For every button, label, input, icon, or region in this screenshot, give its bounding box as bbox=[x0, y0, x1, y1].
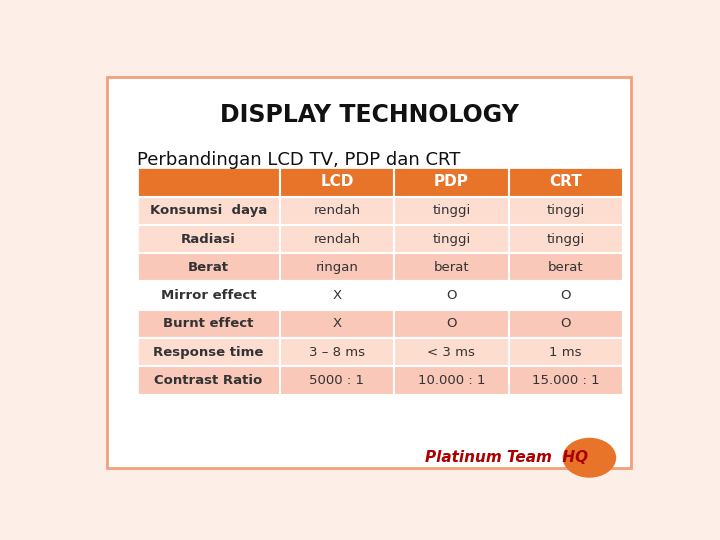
Bar bbox=[138, 366, 280, 395]
Text: Response time: Response time bbox=[153, 346, 264, 359]
Bar bbox=[138, 167, 623, 395]
Bar bbox=[508, 197, 623, 225]
Bar bbox=[280, 167, 394, 197]
Text: DISPLAY TECHNOLOGY: DISPLAY TECHNOLOGY bbox=[220, 103, 518, 127]
FancyBboxPatch shape bbox=[107, 77, 631, 468]
Text: CRT: CRT bbox=[549, 174, 582, 189]
Text: Mirror effect: Mirror effect bbox=[161, 289, 256, 302]
Bar bbox=[138, 253, 280, 281]
Text: tinggi: tinggi bbox=[432, 233, 470, 246]
Bar bbox=[394, 197, 508, 225]
Bar bbox=[280, 366, 394, 395]
Text: tinggi: tinggi bbox=[546, 204, 585, 217]
Bar bbox=[280, 310, 394, 338]
Bar bbox=[280, 197, 394, 225]
Text: Berat: Berat bbox=[188, 261, 229, 274]
Text: O: O bbox=[560, 289, 571, 302]
Bar bbox=[394, 310, 508, 338]
Bar bbox=[508, 225, 623, 253]
Bar bbox=[138, 197, 280, 225]
Text: rendah: rendah bbox=[313, 233, 361, 246]
Circle shape bbox=[562, 438, 616, 478]
Bar bbox=[280, 281, 394, 310]
Bar bbox=[138, 338, 280, 366]
Bar bbox=[508, 310, 623, 338]
Bar bbox=[508, 253, 623, 281]
Bar bbox=[394, 167, 508, 197]
Bar bbox=[280, 253, 394, 281]
Text: X: X bbox=[333, 289, 341, 302]
Text: 1 ms: 1 ms bbox=[549, 346, 582, 359]
Text: O: O bbox=[446, 318, 456, 330]
Text: Konsumsi  daya: Konsumsi daya bbox=[150, 204, 267, 217]
Text: LCD: LCD bbox=[320, 174, 354, 189]
Text: Burnt effect: Burnt effect bbox=[163, 318, 253, 330]
Bar bbox=[280, 225, 394, 253]
Text: PDP: PDP bbox=[434, 174, 469, 189]
Bar bbox=[508, 338, 623, 366]
Text: Contrast Ratio: Contrast Ratio bbox=[155, 374, 263, 387]
Text: tinggi: tinggi bbox=[432, 204, 470, 217]
Bar bbox=[394, 281, 508, 310]
Bar bbox=[508, 167, 623, 197]
Bar bbox=[280, 338, 394, 366]
Bar bbox=[508, 366, 623, 395]
Bar bbox=[138, 225, 280, 253]
Text: Perbandingan LCD TV, PDP dan CRT: Perbandingan LCD TV, PDP dan CRT bbox=[138, 151, 461, 170]
Bar bbox=[138, 310, 280, 338]
Text: ringan: ringan bbox=[315, 261, 359, 274]
Text: 3 – 8 ms: 3 – 8 ms bbox=[309, 346, 365, 359]
Bar bbox=[394, 366, 508, 395]
Text: 15.000 : 1: 15.000 : 1 bbox=[532, 374, 600, 387]
Text: O: O bbox=[560, 318, 571, 330]
Text: rendah: rendah bbox=[313, 204, 361, 217]
Text: < 3 ms: < 3 ms bbox=[428, 346, 475, 359]
Bar bbox=[394, 225, 508, 253]
Bar bbox=[394, 338, 508, 366]
Bar bbox=[138, 281, 280, 310]
Text: 5000 : 1: 5000 : 1 bbox=[310, 374, 364, 387]
Text: Platinum Team  HQ: Platinum Team HQ bbox=[425, 450, 588, 465]
Text: Radiasi: Radiasi bbox=[181, 233, 236, 246]
Bar bbox=[138, 167, 280, 197]
Bar bbox=[508, 281, 623, 310]
Text: tinggi: tinggi bbox=[546, 233, 585, 246]
Text: O: O bbox=[446, 289, 456, 302]
Text: 10.000 : 1: 10.000 : 1 bbox=[418, 374, 485, 387]
Bar bbox=[394, 253, 508, 281]
Text: berat: berat bbox=[433, 261, 469, 274]
Text: X: X bbox=[333, 318, 341, 330]
Text: berat: berat bbox=[548, 261, 583, 274]
